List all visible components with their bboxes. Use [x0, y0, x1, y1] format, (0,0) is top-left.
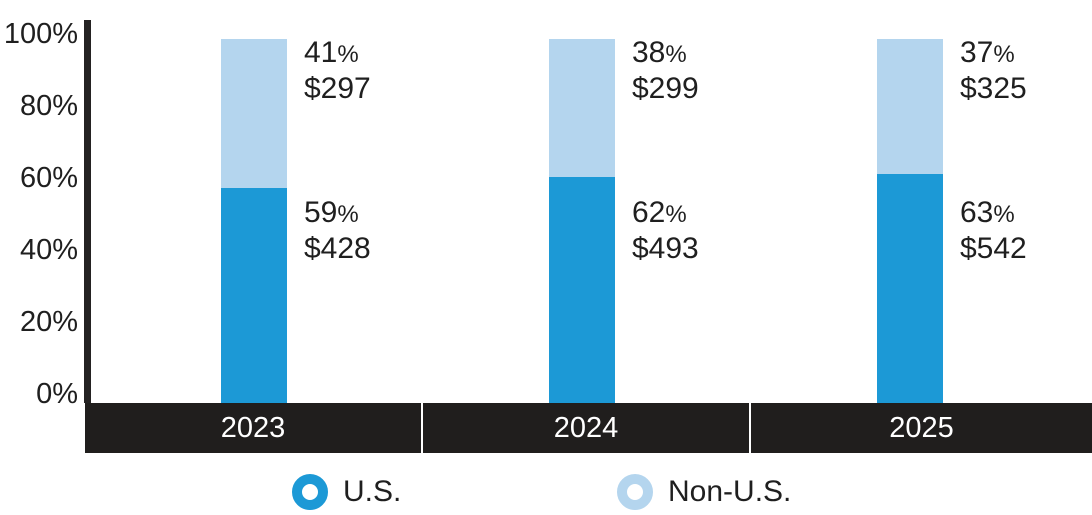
non-us-ring-icon — [617, 474, 653, 510]
y-tick-label: 20% — [19, 306, 78, 338]
legend: U.S. Non-U.S. — [0, 472, 1092, 515]
y-axis-line — [84, 20, 91, 403]
x-axis-year-label: 2024 — [421, 403, 749, 453]
x-axis-year-label: 2023 — [220, 411, 286, 444]
bar-label-non-us: 38% $299 — [632, 36, 699, 105]
bar-segment-non-us — [549, 39, 615, 178]
bar-label-us: 59% $428 — [304, 196, 371, 265]
y-tick-label: 80% — [19, 90, 78, 122]
legend-label-us: U.S. — [343, 475, 402, 508]
x-axis-band: 2023 2024 2025 — [85, 403, 1092, 453]
bar-label-us: 62% $493 — [632, 196, 699, 265]
x-axis-year-label: 2025 — [749, 403, 1092, 453]
legend-item-non-us: Non-U.S. — [617, 472, 791, 512]
y-tick-label: 40% — [19, 234, 78, 266]
bar-label-us: 63% $542 — [960, 196, 1027, 265]
bar-segment-non-us — [877, 39, 943, 174]
us-ring-icon — [292, 474, 328, 510]
y-tick-label: 100% — [3, 18, 78, 50]
bar-segment-us — [877, 173, 943, 403]
bar-segment-us — [549, 177, 615, 403]
bar-segment-non-us — [221, 39, 287, 189]
y-tick-label: 60% — [19, 162, 78, 194]
bar-segment-us — [221, 188, 287, 403]
y-tick-label: 0% — [36, 378, 78, 410]
bar-label-non-us: 37% $325 — [960, 36, 1027, 105]
legend-label-non-us: Non-U.S. — [668, 475, 792, 508]
bar-label-non-us: 41% $297 — [304, 36, 371, 105]
legend-item-us: U.S. — [292, 472, 401, 512]
